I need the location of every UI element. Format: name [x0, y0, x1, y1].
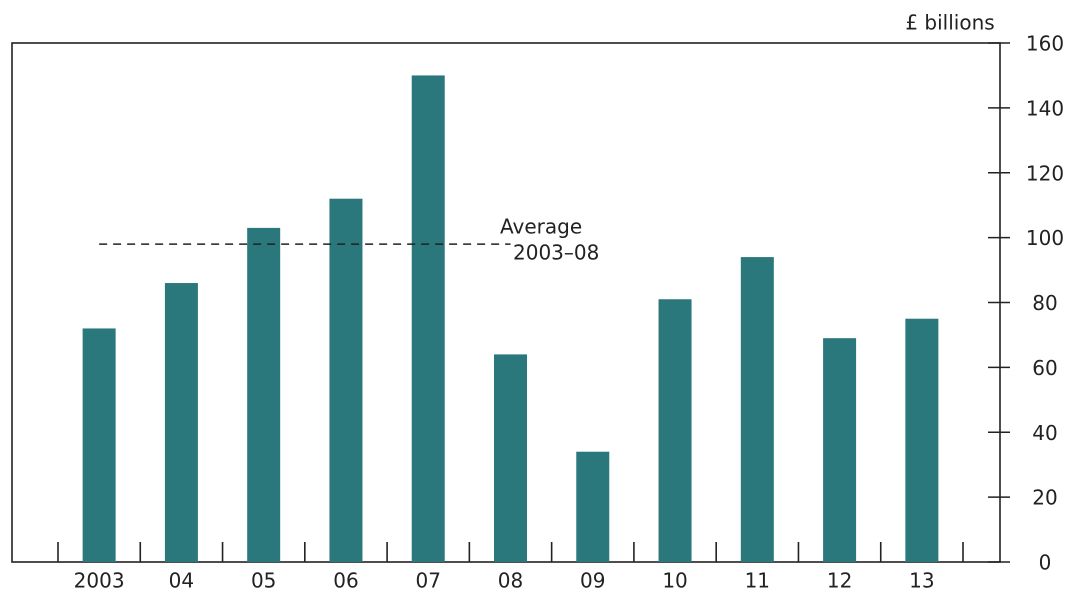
y-tick-label: 160	[1026, 32, 1064, 56]
bar	[576, 451, 610, 562]
x-tick-label: 09	[580, 569, 605, 591]
average-label: Average	[500, 215, 582, 239]
x-tick-label: 08	[498, 569, 523, 591]
x-tick-label: 10	[662, 569, 687, 591]
bar	[658, 299, 692, 562]
x-tick-label: 12	[827, 569, 852, 591]
bar	[740, 257, 774, 562]
average-label: 2003–08	[513, 241, 599, 265]
y-tick-label: 120	[1026, 161, 1064, 185]
unit-label: £ billions	[905, 11, 994, 35]
x-tick-label: 07	[416, 569, 441, 591]
bar	[82, 328, 116, 562]
y-tick-label: 100	[1026, 226, 1064, 250]
bar	[329, 198, 363, 562]
x-tick-label: 05	[251, 569, 276, 591]
x-tick-label: 04	[169, 569, 194, 591]
x-tick-label: 2003	[74, 569, 125, 591]
bar	[164, 283, 198, 562]
bar	[823, 338, 857, 562]
bar	[494, 354, 527, 562]
bar	[411, 75, 445, 562]
y-tick-label: 0	[1039, 551, 1052, 575]
y-tick-label: 20	[1032, 486, 1057, 510]
bar	[247, 227, 281, 563]
bar	[905, 318, 939, 562]
y-tick-label: 140	[1026, 96, 1064, 120]
y-tick-label: 40	[1032, 421, 1057, 445]
y-tick-label: 80	[1032, 291, 1057, 315]
x-tick-label: 13	[909, 569, 934, 591]
y-tick-label: 60	[1032, 356, 1057, 380]
x-tick-label: 06	[333, 569, 358, 591]
x-tick-label: 11	[745, 569, 770, 591]
